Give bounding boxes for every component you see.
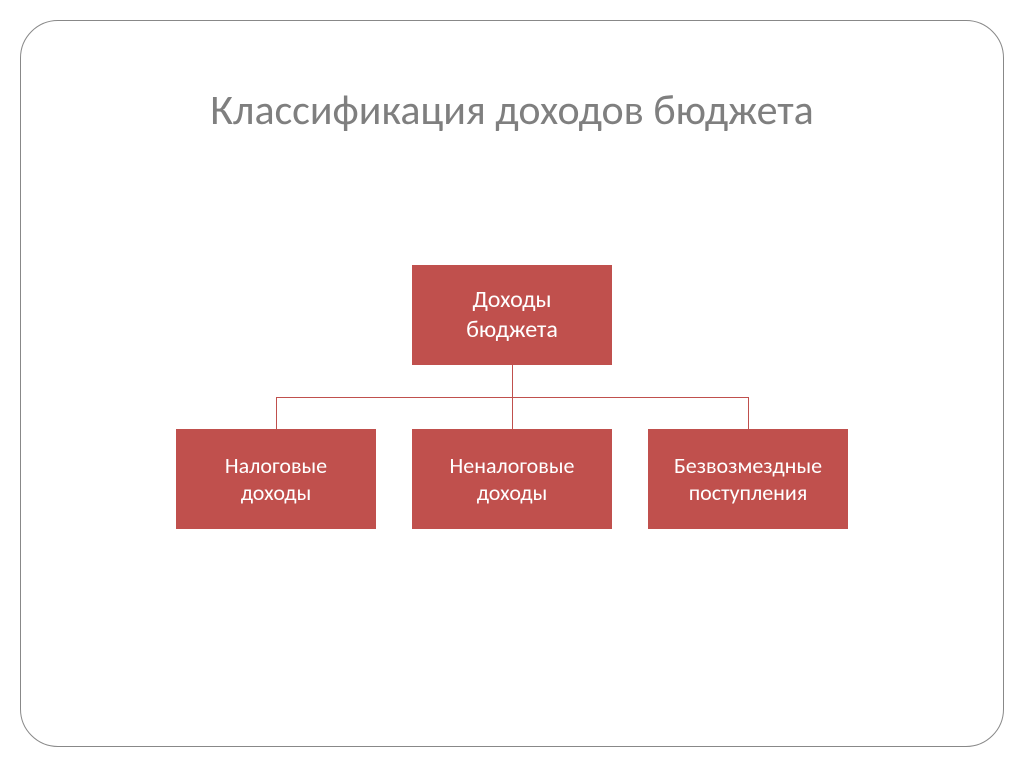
child-node-2: Неналоговые доходы bbox=[412, 429, 612, 529]
slide-title: Классификация доходов бюджета bbox=[0, 85, 1024, 136]
child-node-3: Безвозмездные поступления bbox=[648, 429, 848, 529]
child-1-line1: Налоговые bbox=[225, 452, 327, 480]
child-3-line1: Безвозмездные bbox=[674, 452, 822, 480]
child-2-line2: доходы bbox=[477, 479, 548, 507]
root-line1: Доходы bbox=[472, 285, 551, 315]
child-3-line2: поступления bbox=[689, 479, 808, 507]
child-node-1: Налоговые доходы bbox=[176, 429, 376, 529]
child-1-line2: доходы bbox=[241, 479, 312, 507]
child-2-line1: Неналоговые bbox=[450, 452, 575, 480]
root-line2: бюджета bbox=[466, 315, 558, 345]
child-connector-1 bbox=[276, 397, 277, 429]
org-chart: Доходы бюджета Налоговые доходы Неналого… bbox=[0, 265, 1024, 529]
children-row: Налоговые доходы Неналоговые доходы Безв… bbox=[176, 429, 848, 529]
child-connector-2 bbox=[512, 397, 513, 429]
connector-root-down bbox=[512, 365, 513, 397]
root-node: Доходы бюджета bbox=[412, 265, 612, 365]
child-connector-3 bbox=[748, 397, 749, 429]
